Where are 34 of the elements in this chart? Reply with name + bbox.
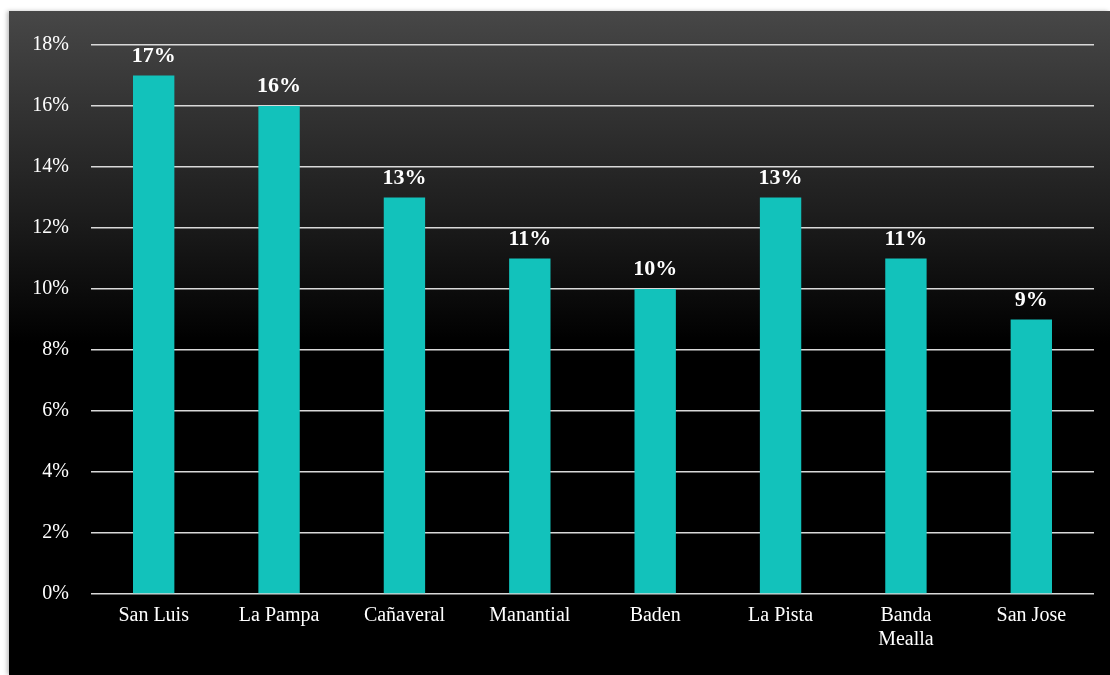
x-tick-label: La Pampa [238,603,320,627]
data-label: 9% [1014,285,1048,311]
y-tick-label: 12% [32,215,69,238]
data-label: 11% [884,224,928,250]
x-tick-label: Cañaveral [363,603,446,626]
bar [885,258,927,594]
y-tick-label: 18% [32,32,69,55]
data-label: 10% [633,255,678,280]
y-tick-label: 10% [32,276,69,299]
bar [759,197,802,594]
y-tick-label: 14% [32,154,69,177]
bar [383,197,426,594]
data-label: 13% [758,163,803,189]
y-tick-label: 6% [42,398,69,421]
y-tick-label: 8% [42,337,69,360]
data-label: 13% [382,163,427,189]
bar [509,258,551,594]
bar [1010,319,1052,594]
y-tick-label: 4% [42,459,69,482]
bar [133,75,175,594]
bar [634,289,676,594]
x-tick-label: Manantial [489,603,571,626]
x-tick-label: La Pista [748,603,814,626]
x-tick-label: San Luis [118,603,190,626]
bar [258,106,300,594]
y-tick-label: 2% [42,520,69,543]
y-tick-label: 0% [42,581,69,604]
data-label: 16% [257,72,302,97]
x-tick-label: Banda Mealla [878,603,934,650]
x-tick-label: Baden [629,603,681,626]
data-label: 11% [508,224,552,250]
data-label: 17% [131,41,176,67]
x-tick-label: San Jose [996,603,1067,626]
y-tick-label: 16% [32,93,69,116]
